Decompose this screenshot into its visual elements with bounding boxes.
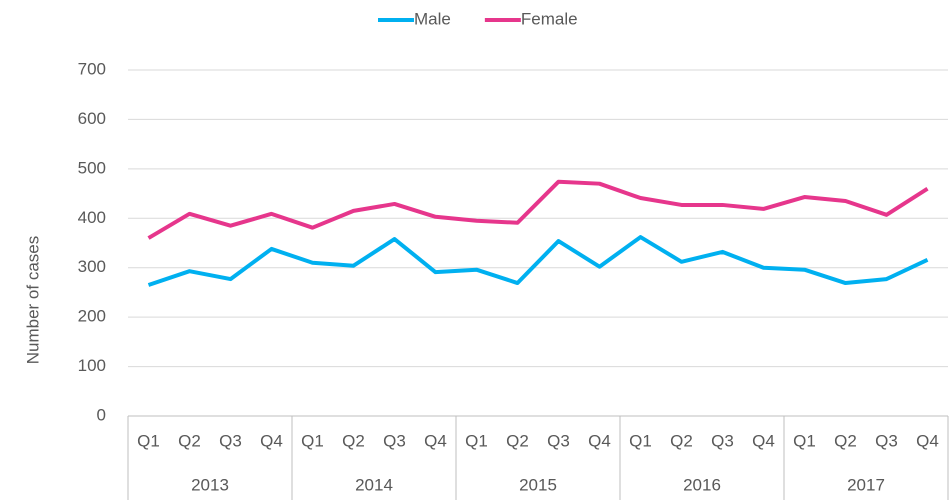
x-group-label: 2017 bbox=[847, 475, 885, 494]
x-tick-label: Q2 bbox=[342, 431, 365, 450]
y-axis-label: Number of cases bbox=[23, 236, 42, 365]
y-tick-label: 100 bbox=[78, 356, 106, 375]
y-tick-label: 0 bbox=[97, 405, 106, 424]
y-tick-label: 600 bbox=[78, 109, 106, 128]
x-tick-label: Q4 bbox=[752, 431, 775, 450]
x-tick-label: Q2 bbox=[506, 431, 529, 450]
x-tick-label: Q3 bbox=[711, 431, 734, 450]
y-tick-label: 500 bbox=[78, 158, 106, 177]
data-line bbox=[147, 235, 929, 287]
y-tick-label: 200 bbox=[78, 307, 106, 326]
x-group-label: 2015 bbox=[519, 475, 557, 494]
x-group-label: 2013 bbox=[191, 475, 229, 494]
x-tick-label: Q1 bbox=[465, 431, 488, 450]
x-tick-label: Q3 bbox=[219, 431, 242, 450]
x-tick-label: Q4 bbox=[260, 431, 283, 450]
x-tick-label: Q2 bbox=[670, 431, 693, 450]
x-tick-label: Q1 bbox=[629, 431, 652, 450]
x-tick-label: Q4 bbox=[424, 431, 447, 450]
x-tick-label: Q3 bbox=[547, 431, 570, 450]
x-tick-label: Q2 bbox=[834, 431, 857, 450]
legend-label: Male bbox=[414, 9, 451, 28]
data-line bbox=[147, 179, 929, 240]
y-tick-label: 300 bbox=[78, 257, 106, 276]
x-group-label: 2016 bbox=[683, 475, 721, 494]
x-tick-label: Q4 bbox=[588, 431, 611, 450]
legend-label: Female bbox=[521, 9, 578, 28]
x-tick-label: Q3 bbox=[383, 431, 406, 450]
x-group-label: 2014 bbox=[355, 475, 393, 494]
x-tick-label: Q4 bbox=[916, 431, 939, 450]
x-tick-label: Q1 bbox=[137, 431, 160, 450]
y-tick-label: 400 bbox=[78, 208, 106, 227]
y-tick-label: 700 bbox=[78, 59, 106, 78]
x-tick-label: Q3 bbox=[875, 431, 898, 450]
x-tick-label: Q1 bbox=[793, 431, 816, 450]
x-tick-label: Q2 bbox=[178, 431, 201, 450]
x-tick-label: Q1 bbox=[301, 431, 324, 450]
